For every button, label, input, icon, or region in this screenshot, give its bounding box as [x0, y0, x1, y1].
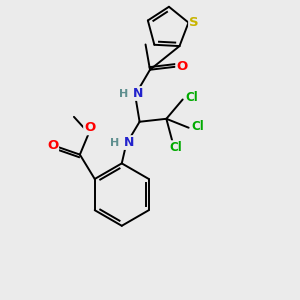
Text: Cl: Cl: [186, 92, 199, 104]
Text: O: O: [47, 139, 58, 152]
Text: H: H: [110, 138, 120, 148]
Text: Cl: Cl: [169, 141, 182, 154]
Text: N: N: [133, 87, 143, 100]
Text: S: S: [189, 16, 199, 29]
Text: N: N: [124, 136, 134, 149]
Text: Cl: Cl: [191, 120, 204, 133]
Text: H: H: [119, 88, 128, 98]
Text: O: O: [176, 60, 188, 73]
Text: O: O: [84, 122, 95, 134]
